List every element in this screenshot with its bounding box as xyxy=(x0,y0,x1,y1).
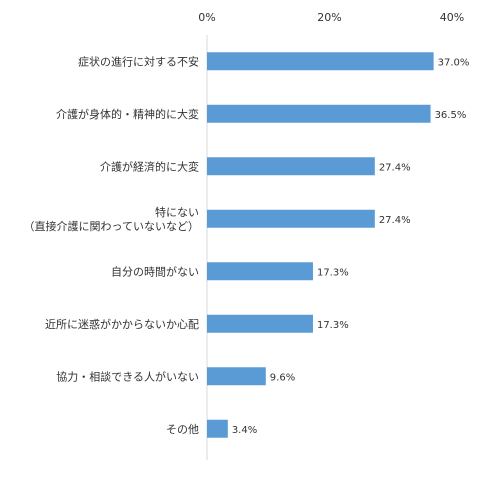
x-tick-label: 20% xyxy=(317,11,341,24)
category-label: その他 xyxy=(166,423,199,436)
category-label: 介護が身体的・精神的に大変 xyxy=(56,107,199,121)
category-label: 自分の時間がない xyxy=(111,264,199,278)
bar xyxy=(207,367,266,386)
x-tick-label: 0% xyxy=(198,11,215,24)
data-label: 27.4% xyxy=(379,162,411,173)
bar xyxy=(207,314,313,333)
category-label: 近所に迷惑がかからないか心配 xyxy=(45,317,199,331)
category-label: 介護が経済的に大変 xyxy=(100,159,199,173)
bar xyxy=(207,157,375,176)
category-label-line: 介護が身体的・精神的に大変 xyxy=(56,107,199,121)
category-label: 症状の進行に対する不安 xyxy=(78,54,199,68)
data-label: 36.5% xyxy=(435,110,467,121)
bar xyxy=(207,52,434,71)
data-label: 37.0% xyxy=(438,57,470,68)
x-tick-label: 40% xyxy=(440,11,464,24)
bar xyxy=(207,209,375,228)
category-label-line: 協力・相談できる人がいない xyxy=(56,369,199,383)
bar xyxy=(207,419,228,438)
data-label: 9.6% xyxy=(270,372,295,383)
category-label: 協力・相談できる人がいない xyxy=(56,369,199,383)
category-label-line: その他 xyxy=(166,423,199,436)
data-label: 17.3% xyxy=(317,320,349,331)
data-label: 17.3% xyxy=(317,267,349,278)
bar xyxy=(207,104,431,123)
category-label-line: 自分の時間がない xyxy=(111,264,199,278)
data-label: 3.4% xyxy=(232,425,257,436)
bar xyxy=(207,262,313,281)
category-label-line: 症状の進行に対する不安 xyxy=(78,54,199,68)
category-label-line: （直接介護に関わっていないなど） xyxy=(24,219,199,233)
data-label: 27.4% xyxy=(379,215,411,226)
category-label: 特にない（直接介護に関わっていないなど） xyxy=(24,205,199,233)
category-label-line: 介護が経済的に大変 xyxy=(100,159,199,173)
category-label-line: 近所に迷惑がかからないか心配 xyxy=(45,317,199,331)
category-label-line: 特にない xyxy=(155,205,199,219)
